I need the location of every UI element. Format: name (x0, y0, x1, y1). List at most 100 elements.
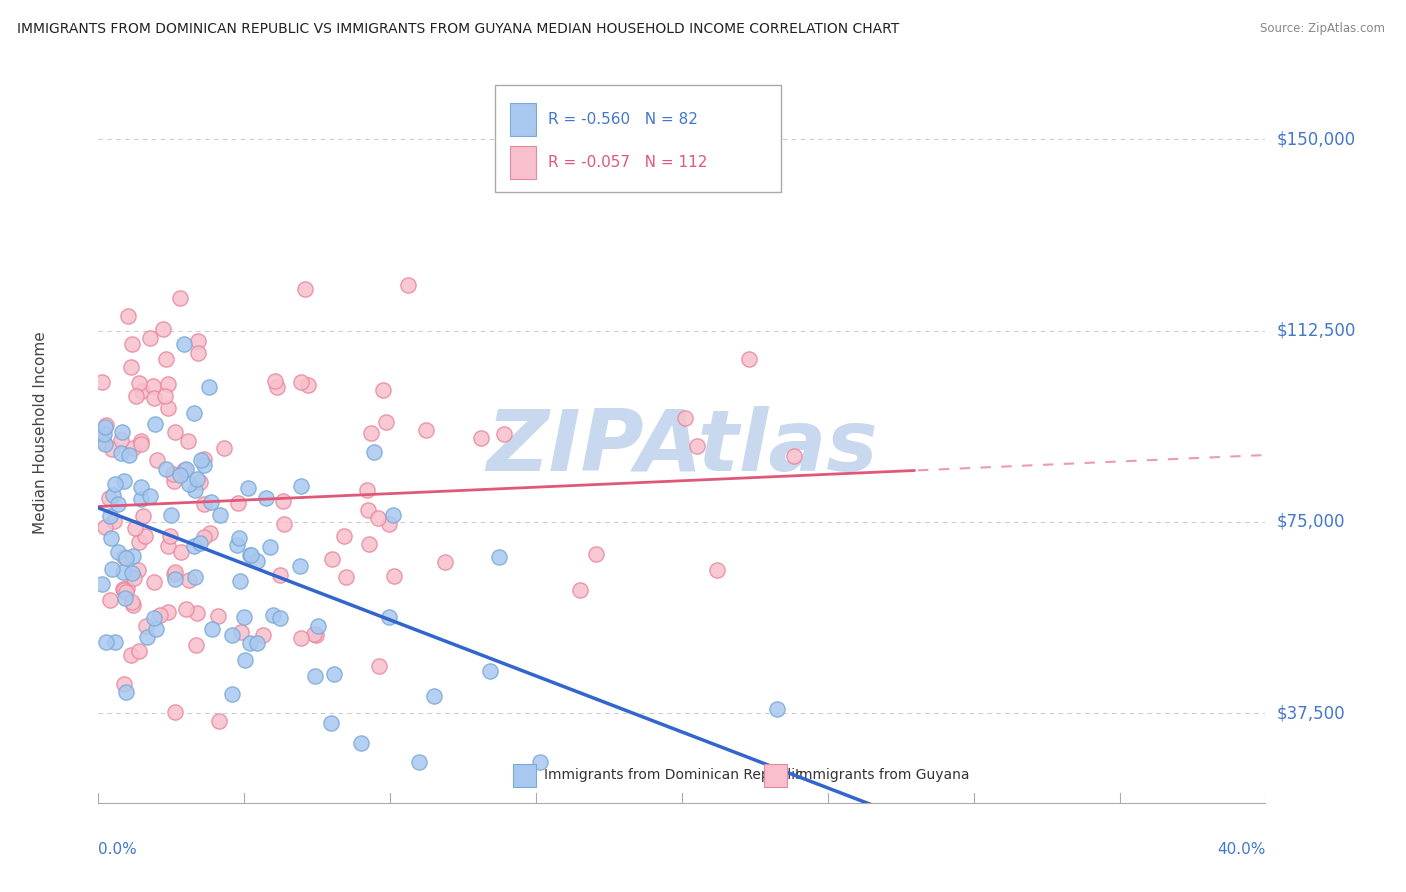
Point (132, 509, 155, 524)
Point (156, 605, 179, 619)
Point (139, 489, 162, 503)
FancyBboxPatch shape (513, 764, 536, 787)
Point (107, 545, 129, 559)
Point (114, 551, 136, 566)
Point (193, 498, 215, 512)
Point (156, 539, 179, 553)
Text: Immigrants from Guyana: Immigrants from Guyana (796, 768, 970, 782)
Point (415, 423, 437, 437)
Point (304, 669, 326, 683)
Point (188, 536, 211, 550)
Point (131, 384, 153, 398)
Point (302, 626, 325, 640)
Point (378, 610, 401, 624)
Point (162, 467, 184, 482)
Point (159, 528, 181, 542)
Point (97, 491, 120, 505)
Point (112, 475, 135, 489)
Point (121, 337, 143, 351)
Text: $37,500: $37,500 (1277, 705, 1346, 723)
FancyBboxPatch shape (495, 85, 782, 192)
Point (307, 618, 329, 632)
Text: R = -0.560   N = 82: R = -0.560 N = 82 (548, 112, 697, 127)
Point (101, 487, 124, 501)
Point (290, 632, 312, 646)
Point (187, 346, 209, 360)
Point (186, 606, 208, 620)
Point (186, 638, 208, 652)
Point (124, 521, 146, 535)
Text: $150,000: $150,000 (1277, 130, 1355, 148)
Point (183, 539, 205, 553)
Point (297, 378, 319, 392)
Point (193, 458, 215, 472)
Point (91, 376, 114, 390)
Point (122, 441, 145, 455)
Point (208, 508, 231, 523)
Point (269, 611, 291, 625)
Point (122, 571, 145, 585)
Point (246, 554, 269, 568)
Point (110, 446, 132, 460)
Point (163, 565, 186, 579)
Point (360, 426, 382, 441)
Point (142, 575, 165, 590)
Point (117, 309, 139, 323)
Point (229, 574, 252, 588)
Point (163, 474, 186, 488)
Point (381, 508, 404, 523)
Point (252, 628, 274, 642)
Point (238, 481, 260, 495)
Point (568, 583, 591, 598)
Point (321, 716, 343, 731)
Point (107, 497, 129, 511)
Point (111, 425, 134, 439)
Point (174, 462, 197, 476)
Point (240, 548, 263, 562)
Point (350, 736, 373, 750)
Point (91, 577, 114, 591)
Point (98, 592, 121, 607)
Point (357, 502, 380, 516)
Point (129, 436, 152, 450)
Point (266, 380, 288, 394)
Point (382, 569, 405, 583)
Point (145, 417, 167, 431)
Point (177, 573, 200, 587)
Point (184, 483, 207, 497)
Point (239, 548, 262, 562)
Point (142, 611, 165, 625)
Point (129, 480, 152, 494)
Point (94, 635, 117, 649)
Point (128, 376, 150, 391)
Point (111, 582, 134, 596)
Point (112, 549, 135, 564)
Point (110, 434, 132, 448)
Point (408, 755, 430, 769)
Point (128, 534, 150, 549)
Point (356, 483, 378, 498)
Point (120, 359, 142, 374)
Point (226, 496, 249, 510)
Point (374, 415, 396, 429)
Point (153, 389, 176, 403)
Point (152, 322, 174, 336)
Text: R = -0.057   N = 112: R = -0.057 N = 112 (548, 155, 707, 169)
Text: Median Household Income: Median Household Income (32, 331, 48, 534)
Point (115, 585, 138, 599)
Point (271, 494, 294, 508)
FancyBboxPatch shape (510, 103, 536, 136)
Point (200, 495, 222, 509)
Point (127, 563, 149, 577)
FancyBboxPatch shape (763, 764, 787, 787)
Point (157, 401, 180, 415)
Point (673, 411, 696, 425)
Point (367, 511, 389, 525)
Point (737, 352, 759, 367)
Point (149, 608, 172, 623)
Point (155, 462, 177, 476)
Point (783, 449, 806, 463)
Point (231, 624, 253, 639)
Point (115, 581, 138, 595)
Point (263, 374, 285, 388)
